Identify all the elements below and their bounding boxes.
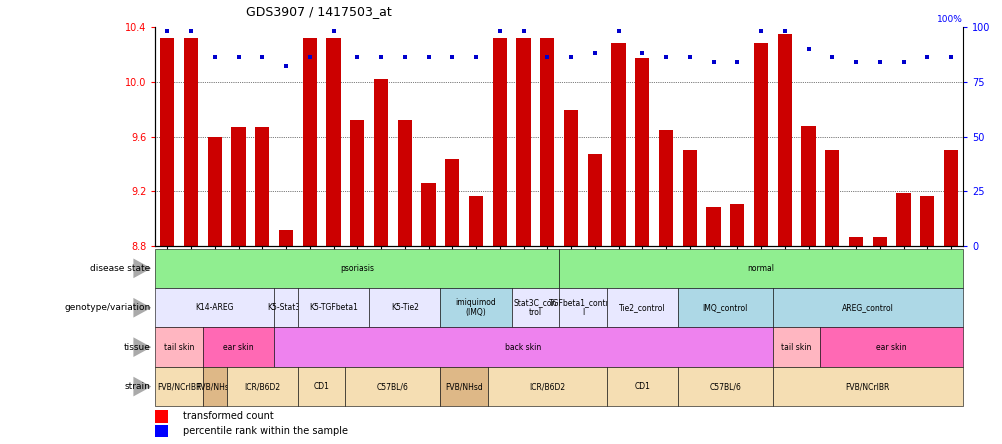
Text: K5-Tie2: K5-Tie2: [391, 303, 418, 312]
Text: C57BL/6: C57BL/6: [708, 382, 740, 391]
Bar: [777, 33, 792, 246]
Bar: [374, 79, 388, 246]
Bar: [682, 150, 696, 246]
Bar: [183, 38, 198, 246]
Bar: [729, 204, 743, 246]
Bar: [516, 38, 530, 246]
Bar: [279, 230, 293, 246]
Bar: [231, 127, 245, 246]
Bar: [848, 237, 863, 246]
Text: imiquimod
(IMQ): imiquimod (IMQ): [455, 298, 496, 317]
Text: C57BL/6: C57BL/6: [377, 382, 409, 391]
Bar: [303, 38, 317, 246]
Bar: [563, 111, 577, 246]
Polygon shape: [133, 377, 151, 396]
Text: CD1: CD1: [314, 382, 330, 391]
Text: tail skin: tail skin: [164, 343, 194, 352]
Bar: [754, 43, 768, 246]
Text: FVB/NCrIBR: FVB/NCrIBR: [845, 382, 889, 391]
Text: transformed count: transformed count: [182, 412, 273, 421]
Bar: [350, 120, 364, 246]
Text: FVB/NHsd: FVB/NHsd: [195, 382, 233, 391]
Polygon shape: [133, 298, 151, 317]
Text: FVB/NHsd: FVB/NHsd: [445, 382, 483, 391]
Text: ear skin: ear skin: [876, 343, 906, 352]
Text: CD1: CD1: [633, 382, 649, 391]
Bar: [896, 193, 910, 246]
Bar: [397, 120, 412, 246]
Text: strain: strain: [124, 382, 150, 391]
Text: K5-Stat3C: K5-Stat3C: [267, 303, 305, 312]
Text: back skin: back skin: [505, 343, 541, 352]
Bar: [801, 126, 815, 246]
Text: K14-AREG: K14-AREG: [195, 303, 233, 312]
Text: AREG_control: AREG_control: [841, 303, 893, 312]
Text: psoriasis: psoriasis: [340, 264, 374, 273]
Bar: [421, 183, 435, 246]
Bar: [326, 38, 341, 246]
Text: tail skin: tail skin: [781, 343, 811, 352]
Bar: [919, 196, 934, 246]
Bar: [587, 155, 601, 246]
Bar: [160, 38, 174, 246]
Bar: [658, 130, 672, 246]
Text: ear skin: ear skin: [223, 343, 254, 352]
Bar: [872, 237, 886, 246]
Text: percentile rank within the sample: percentile rank within the sample: [182, 426, 348, 436]
Bar: [207, 137, 221, 246]
Text: Tie2_control: Tie2_control: [618, 303, 665, 312]
Text: GDS3907 / 1417503_at: GDS3907 / 1417503_at: [245, 5, 391, 18]
Bar: [469, 196, 483, 246]
Polygon shape: [133, 337, 151, 357]
Bar: [255, 127, 270, 246]
Text: normal: normal: [746, 264, 774, 273]
Text: IMQ_control: IMQ_control: [702, 303, 747, 312]
Text: TGFbeta1_control
l: TGFbeta1_control l: [548, 298, 616, 317]
Text: ICR/B6D2: ICR/B6D2: [529, 382, 565, 391]
Bar: [943, 150, 957, 246]
Text: disease state: disease state: [90, 264, 150, 273]
Text: genotype/variation: genotype/variation: [64, 303, 150, 312]
Text: 100%: 100%: [936, 16, 962, 24]
Text: tissue: tissue: [123, 343, 150, 352]
Bar: [540, 38, 554, 246]
Bar: [634, 58, 648, 246]
Polygon shape: [133, 258, 151, 278]
Text: ICR/B6D2: ICR/B6D2: [244, 382, 281, 391]
Bar: [492, 38, 506, 246]
Text: FVB/NCrIBR: FVB/NCrIBR: [157, 382, 201, 391]
Text: Stat3C_con
trol: Stat3C_con trol: [513, 298, 556, 317]
Bar: [705, 206, 719, 246]
Bar: [825, 150, 839, 246]
Bar: [445, 159, 459, 246]
Text: K5-TGFbeta1: K5-TGFbeta1: [309, 303, 358, 312]
Bar: [611, 43, 625, 246]
